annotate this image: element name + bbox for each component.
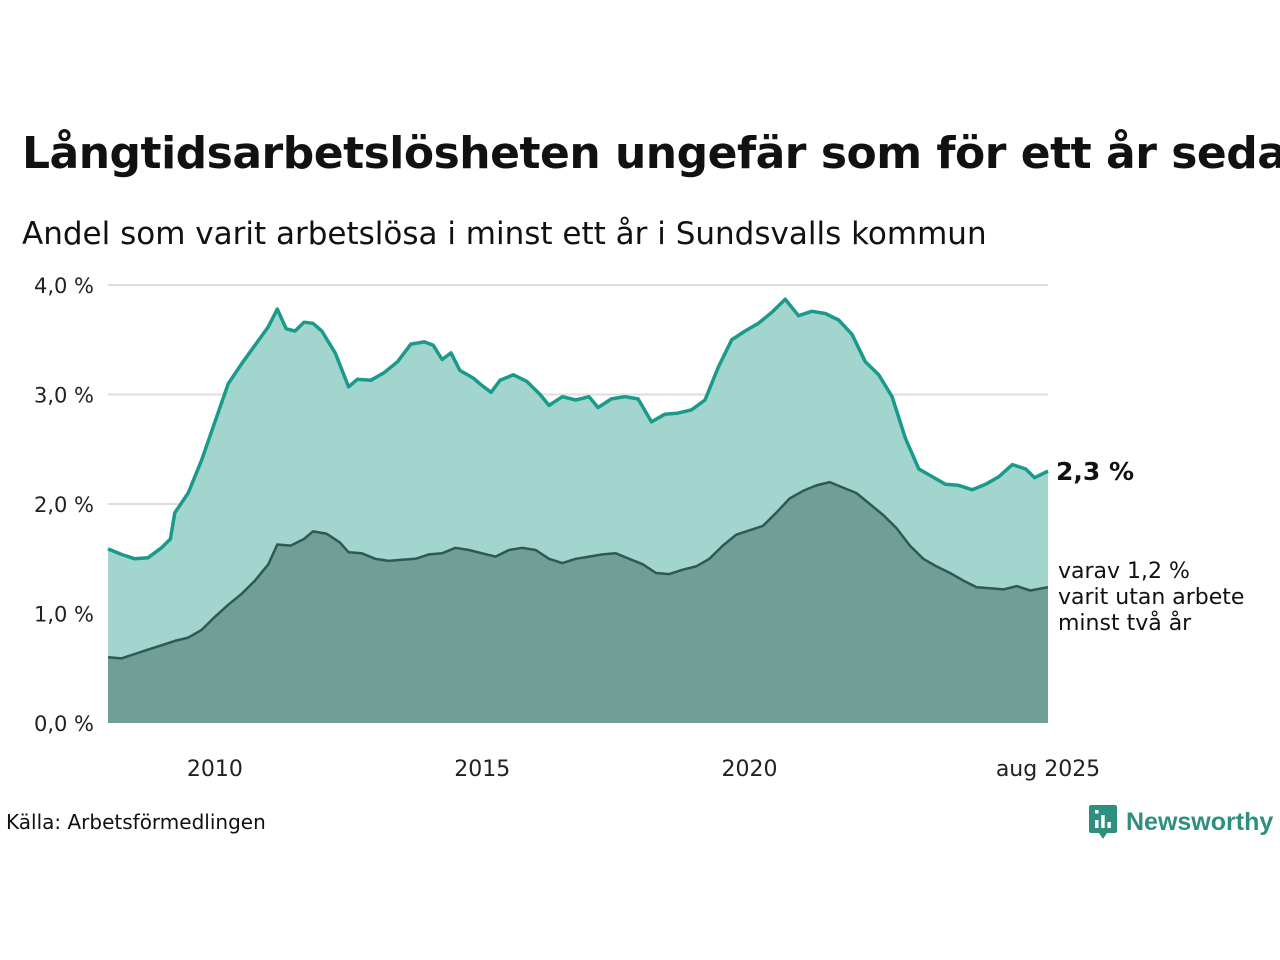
x-tick-label: aug 2025 xyxy=(996,757,1100,782)
x-tick-label: 2015 xyxy=(454,757,510,782)
end-label-series-1: 2,3 % xyxy=(1056,457,1134,486)
x-tick-label: 2010 xyxy=(187,757,243,782)
y-tick-label: 1,0 % xyxy=(34,603,94,627)
x-tick-label: 2020 xyxy=(722,757,778,782)
brand-name: Newsworthy xyxy=(1126,807,1274,836)
page-title: Långtidsarbetslösheten ungefär som för e… xyxy=(22,128,1280,179)
end-label-series-2: varit utan arbete xyxy=(1058,585,1244,610)
series-very-long-term-area xyxy=(108,482,1048,723)
x-axis-ticks: 2010 2015 2020 aug 2025 xyxy=(187,757,1100,782)
y-axis-ticks: 0,0 % 1,0 % 2,0 % 3,0 % 4,0 % xyxy=(34,274,94,736)
end-label-series-2: minst två år xyxy=(1058,610,1192,636)
chart-areas xyxy=(107,297,1049,723)
y-tick-label: 4,0 % xyxy=(34,274,94,298)
series-long-term-line xyxy=(107,297,1049,561)
end-label-series-2: varav 1,2 % xyxy=(1058,559,1190,584)
y-tick-label: 0,0 % xyxy=(34,712,94,736)
y-tick-label: 2,0 % xyxy=(34,493,94,517)
y-tick-label: 3,0 % xyxy=(34,384,94,408)
bar-chart-speech-bubble-icon xyxy=(1089,805,1117,839)
series-very-long-term-line xyxy=(107,480,1049,660)
chart-subtitle: Andel som varit arbetslösa i minst ett å… xyxy=(22,216,987,252)
source-note: Källa: Arbetsförmedlingen xyxy=(6,810,266,834)
brand-logo: Newsworthy xyxy=(1088,804,1273,840)
